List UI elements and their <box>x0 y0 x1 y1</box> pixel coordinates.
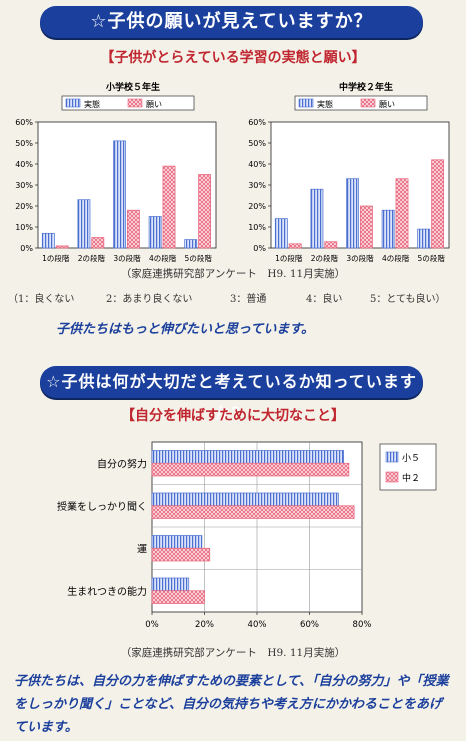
y-tick-label: 40% <box>248 160 266 169</box>
x-tick-label: 40% <box>248 620 267 630</box>
bar <box>381 209 395 249</box>
plot-area <box>37 121 217 249</box>
chart-title: 中学校２年生 <box>339 81 393 93</box>
section1-source-note: （家庭連携研究部アンケート H9. 11月実施） <box>120 268 346 280</box>
y-tick-label: 30% <box>248 181 266 190</box>
x-tick-label: 3の段階 <box>346 253 374 263</box>
bar <box>162 165 176 249</box>
x-tick-label: 3の段階 <box>113 253 141 263</box>
y-tick-label: 10% <box>248 223 266 232</box>
bar <box>91 237 105 249</box>
y-tick-label: 0% <box>253 244 266 253</box>
bar <box>151 535 203 549</box>
bar <box>395 178 409 249</box>
y-category-label: 運 <box>137 543 147 555</box>
x-tick-label: 4の段階 <box>382 253 410 263</box>
bar <box>151 462 350 477</box>
x-tick-label: 1の段階 <box>42 253 70 263</box>
legend-label: 願い <box>379 100 395 109</box>
y-tick-label: 60% <box>248 118 266 127</box>
plot-area <box>270 121 450 249</box>
bar <box>184 239 198 249</box>
x-tick-label: 5の段階 <box>418 253 446 263</box>
bar <box>41 232 55 249</box>
bar <box>151 505 355 519</box>
bar <box>346 178 359 249</box>
chart-title: 小学校５年生 <box>105 81 160 93</box>
legend-swatch <box>65 98 81 108</box>
bar <box>151 577 190 592</box>
bar <box>288 243 302 249</box>
x-tick-label: 60% <box>300 620 319 630</box>
y-tick-label: 40% <box>15 160 33 169</box>
y-tick-label: 60% <box>15 118 33 127</box>
y-tick-label: 20% <box>248 202 266 211</box>
x-tick-label: 0% <box>145 620 159 630</box>
chart-legend: 実態 願い <box>294 95 428 111</box>
bar <box>324 241 338 249</box>
bar <box>151 547 211 562</box>
scale-item-5: 5：とても良い） <box>370 294 446 305</box>
x-tick-label: 5の段階 <box>185 253 213 263</box>
x-tick-label: 20% <box>195 620 214 630</box>
legend-swatch <box>298 98 314 108</box>
y-tick-label: 20% <box>15 202 33 211</box>
bar <box>274 218 288 249</box>
y-category-label: 生まれつきの能力 <box>67 585 147 598</box>
bar <box>310 188 324 249</box>
x-tick-label: 2の段階 <box>311 253 339 263</box>
bar <box>431 159 445 249</box>
legend-swatch <box>360 98 376 108</box>
bar <box>127 209 140 249</box>
x-tick-label: 1の段階 <box>275 253 303 263</box>
legend-label: 小５ <box>402 453 420 464</box>
bar <box>77 199 91 249</box>
section2-banner: ☆子供は何が大切だと考えているか知っていますか？ <box>40 366 423 423</box>
scale-item-4: 4：良い <box>306 294 343 305</box>
legend-label: 実態 <box>84 99 100 109</box>
bar <box>198 174 212 249</box>
chart-legend: 実態 願い <box>61 95 195 111</box>
x-tick-label: 2の段階 <box>78 253 106 263</box>
y-category-label: 授業をしっかり聞く <box>57 500 147 513</box>
scale-item-3: 3：普通 <box>230 294 267 305</box>
x-tick-label: 80% <box>353 620 372 630</box>
legend-swatch <box>127 98 143 108</box>
bar <box>148 216 162 249</box>
x-tick-label: 4の段階 <box>149 253 177 263</box>
bar <box>151 590 205 604</box>
legend-label: 実態 <box>317 99 333 109</box>
y-category-label: 自分の努力 <box>97 457 147 470</box>
chart-legend: 小５ 中２ <box>379 443 437 491</box>
scale-item-2: 2：あまり良くない <box>106 294 193 305</box>
y-tick-label: 30% <box>15 181 33 190</box>
section1-conclusion: 子供たちはもっと伸びたいと思っています。 <box>56 322 315 337</box>
bar <box>113 140 126 249</box>
bar <box>360 205 373 249</box>
bar <box>417 228 431 249</box>
scale-item-1: （1：良くない <box>8 294 75 305</box>
bar <box>151 492 339 507</box>
legend-label: 願い <box>146 100 162 109</box>
section2-subhead: 【自分を伸ばすために大切なこと】 <box>121 408 345 424</box>
bar <box>55 245 69 249</box>
y-tick-label: 0% <box>20 244 33 253</box>
section2-blurb: 子供たちは、自分の力を伸ばすための要素として、「自分の努力」や「授業をしっかり聞… <box>14 674 449 735</box>
y-tick-label: 50% <box>248 139 266 148</box>
y-tick-label: 50% <box>15 139 33 148</box>
section1-subhead: 【子供がとらえている学習の実態と願い】 <box>100 50 366 66</box>
legend-swatch <box>385 471 399 483</box>
bar <box>151 450 344 464</box>
section1-banner: ☆子供の願いが見えていますか？ <box>40 6 423 38</box>
legend-label: 中２ <box>402 472 420 484</box>
legend-swatch <box>385 451 399 463</box>
y-tick-label: 10% <box>15 223 33 232</box>
section2-source-note: （家庭連携研究部アンケート H9. 11月実施） <box>120 647 346 659</box>
